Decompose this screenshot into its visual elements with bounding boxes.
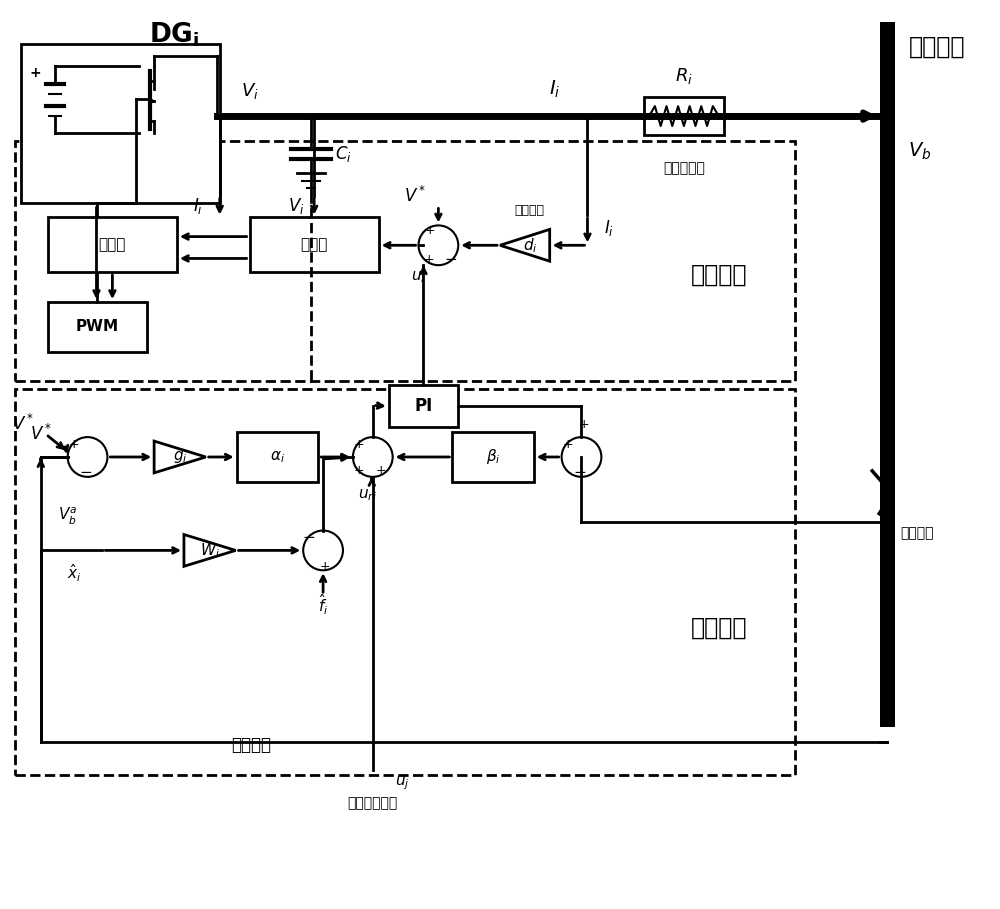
Text: $C_i$: $C_i$ <box>335 144 351 164</box>
Text: +: + <box>68 437 79 451</box>
Text: +: + <box>320 560 330 573</box>
Text: 攻击信号: 攻击信号 <box>901 526 934 541</box>
Text: 二层控制: 二层控制 <box>690 616 747 640</box>
Text: $R_i$: $R_i$ <box>675 66 693 86</box>
Text: $\alpha_i$: $\alpha_i$ <box>270 449 285 464</box>
Text: $\hat{f}_i$: $\hat{f}_i$ <box>318 593 328 617</box>
Text: $d_i$: $d_i$ <box>523 236 537 255</box>
Text: $V^*$: $V^*$ <box>30 425 52 445</box>
Text: $V_b$: $V_b$ <box>908 140 931 162</box>
Text: 弹性控制: 弹性控制 <box>232 736 272 754</box>
Text: $V_i$: $V_i$ <box>241 81 258 101</box>
Text: +: + <box>423 253 434 265</box>
Bar <box>21 44 220 203</box>
Text: +: + <box>29 66 41 80</box>
Bar <box>250 217 379 272</box>
Text: $u_i$: $u_i$ <box>411 269 426 285</box>
Text: PWM: PWM <box>76 319 119 335</box>
Text: $V^*$: $V^*$ <box>404 185 427 205</box>
Text: −: − <box>444 252 457 266</box>
Text: PI: PI <box>414 397 433 415</box>
Polygon shape <box>184 534 236 566</box>
Text: $V_i$: $V_i$ <box>288 195 305 215</box>
Bar <box>389 385 458 427</box>
Text: $I_i$: $I_i$ <box>604 218 614 238</box>
Text: $\hat{x}_i$: $\hat{x}_i$ <box>67 563 82 584</box>
Text: +: + <box>425 224 436 237</box>
Text: 邻居控制信号: 邻居控制信号 <box>348 796 398 810</box>
Text: −: − <box>573 465 586 480</box>
Text: −: − <box>303 530 316 545</box>
Text: $V^a_b$: $V^a_b$ <box>58 506 77 527</box>
Bar <box>48 302 147 352</box>
Text: 电压环: 电压环 <box>300 237 328 253</box>
Text: 电流环: 电流环 <box>99 237 126 253</box>
Text: +: + <box>354 437 364 451</box>
Text: +: + <box>578 418 589 431</box>
Text: +: + <box>375 464 386 477</box>
Text: $u_j$: $u_j$ <box>395 774 410 792</box>
Bar <box>15 389 795 775</box>
Text: $u_{ri}$: $u_{ri}$ <box>358 487 377 503</box>
Bar <box>48 217 177 272</box>
Text: $I_i$: $I_i$ <box>549 78 560 100</box>
Bar <box>644 97 724 135</box>
Polygon shape <box>500 229 550 261</box>
Bar <box>880 22 895 727</box>
Text: $W_i$: $W_i$ <box>200 541 220 560</box>
Text: $V^*$: $V^*$ <box>12 415 34 435</box>
Text: $\beta_i$: $\beta_i$ <box>486 447 500 466</box>
Text: $\mathbf{DG_i}$: $\mathbf{DG_i}$ <box>149 20 199 49</box>
Polygon shape <box>154 441 206 473</box>
Text: +: + <box>354 464 364 477</box>
Text: $I_i$: $I_i$ <box>193 195 203 215</box>
Text: +: + <box>562 437 573 451</box>
Text: 底层控制: 底层控制 <box>690 263 747 287</box>
Text: 下垂增益: 下垂增益 <box>515 204 545 217</box>
Text: 传输线阻抗: 传输线阻抗 <box>663 161 705 175</box>
Text: 直流母线: 直流母线 <box>909 35 966 58</box>
Bar <box>237 432 318 482</box>
Text: −: − <box>79 465 92 480</box>
Text: $g_i$: $g_i$ <box>173 449 187 465</box>
Bar <box>452 432 534 482</box>
Bar <box>15 141 795 382</box>
